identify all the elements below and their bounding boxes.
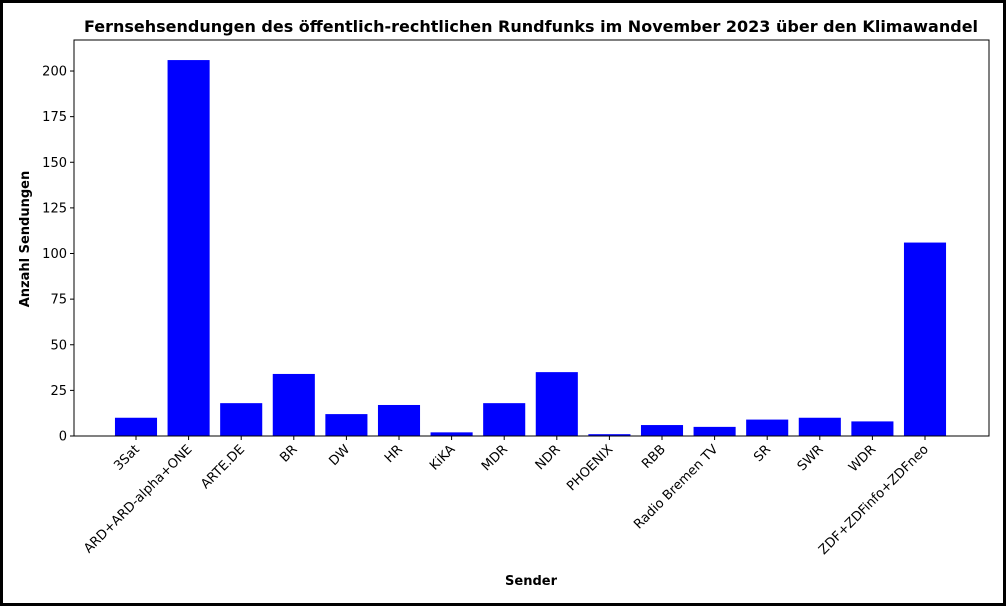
bar-wdr	[851, 421, 894, 436]
y-tick-label: 125	[42, 201, 67, 216]
x-tick-label: BR	[277, 442, 300, 465]
bar-sr	[746, 419, 789, 436]
bar-radio-bremen-tv	[693, 426, 736, 436]
bar-mdr	[483, 403, 526, 436]
y-tick-label: 0	[59, 430, 67, 445]
bar-dw	[325, 414, 368, 436]
x-tick-label: SWR	[795, 442, 827, 474]
bar-rbb	[640, 425, 684, 436]
x-tick-label: KiKA	[427, 442, 458, 473]
bar-hr	[377, 404, 421, 436]
y-tick-label: 50	[50, 338, 67, 353]
y-tick-label: 100	[42, 247, 67, 262]
plot-area-border	[73, 39, 990, 437]
x-tick-label: HR	[382, 442, 406, 466]
bar-zdf-zdfinfo-zdfneo	[903, 242, 947, 436]
x-tick-label: DW	[326, 442, 353, 469]
bar-3sat	[114, 417, 158, 436]
bar-arte-de	[220, 403, 263, 436]
x-tick-label: PHOENIX	[564, 442, 616, 494]
bar-phoenix	[588, 434, 631, 436]
bar-chart: Fernsehsendungen des öffentlich-rechtlic…	[18, 17, 990, 589]
x-tick-label: 3Sat	[111, 442, 143, 474]
x-axis-label: Sender	[505, 574, 558, 589]
chart-title: Fernsehsendungen des öffentlich-rechtlic…	[84, 17, 978, 36]
x-tick-label: RBB	[639, 442, 669, 472]
x-tick-label: WDR	[846, 442, 879, 475]
x-tick-label: ZDF+ZDFinfo+ZDFneo	[816, 442, 932, 558]
x-tick-label: MDR	[479, 442, 511, 474]
x-tick-label: ARTE.DE	[198, 442, 248, 492]
bar-br	[272, 373, 315, 436]
bar-ndr	[535, 372, 578, 436]
y-tick-label: 150	[42, 156, 67, 171]
x-tick-label: NDR	[533, 442, 564, 473]
y-tick-label: 200	[42, 65, 67, 80]
x-tick-label: SR	[751, 442, 774, 465]
y-tick-label: 25	[50, 384, 67, 399]
y-tick-label: 175	[42, 110, 67, 125]
x-tick-label: ARD+ARD-alpha+ONE	[81, 442, 195, 556]
y-axis-ticks: 0 25 50 75 100 125 150 175 200	[42, 65, 74, 445]
y-axis-label: Anzahl Sendungen	[18, 171, 33, 308]
bar-kika	[430, 432, 473, 436]
bar-swr	[798, 417, 841, 436]
bar-ard-ard-alpha-one	[167, 60, 210, 436]
y-tick-label: 75	[50, 293, 67, 308]
bars-group	[114, 60, 947, 436]
